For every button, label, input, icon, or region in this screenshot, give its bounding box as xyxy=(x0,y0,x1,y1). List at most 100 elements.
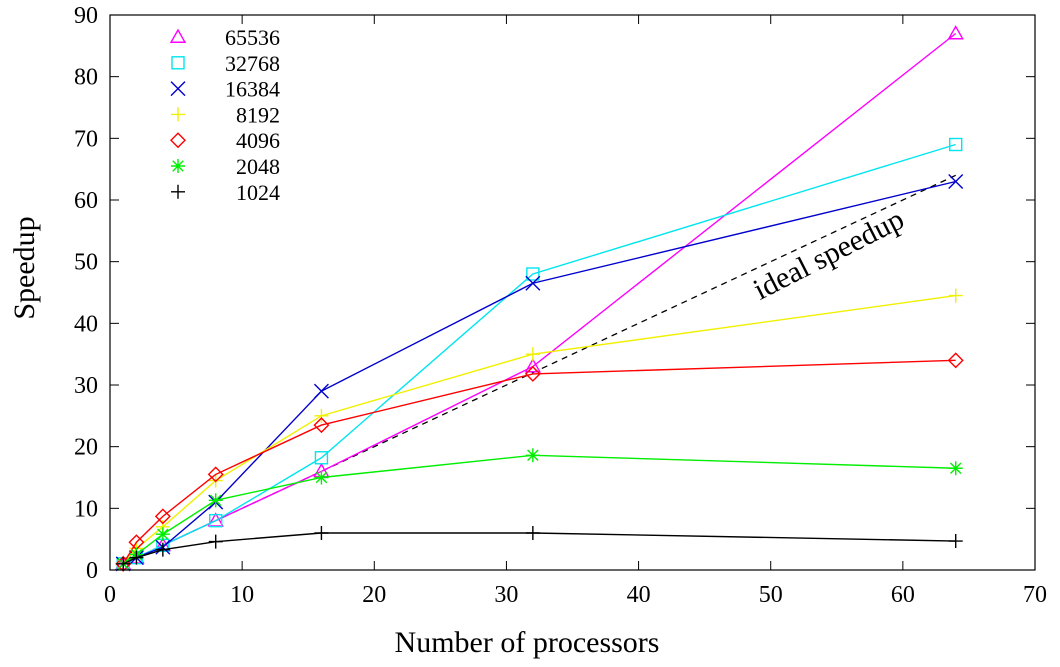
y-tick-label: 30 xyxy=(74,373,98,399)
legend-label-16384: 16384 xyxy=(225,77,280,102)
legend-marker-1024 xyxy=(171,184,185,199)
legend-marker-65536-shape xyxy=(169,28,187,43)
series-line-4096 xyxy=(122,359,956,565)
data-point-1024 xyxy=(208,534,223,549)
legend-marker-16384-shape xyxy=(170,81,186,97)
data-point-2048 xyxy=(208,493,223,508)
x-tick-label: 40 xyxy=(627,582,651,608)
data-point-8192-shape xyxy=(948,288,963,303)
x-tick-label: 20 xyxy=(362,582,386,608)
y-tick-label: 80 xyxy=(74,65,98,91)
data-point-1024-shape xyxy=(129,550,144,565)
data-point-8192 xyxy=(948,288,963,303)
legend-marker-8192 xyxy=(171,107,185,122)
x-tick-label: 10 xyxy=(230,582,254,608)
data-point-16384 xyxy=(525,275,541,291)
legend-marker-2048 xyxy=(171,159,185,173)
data-point-16384 xyxy=(313,383,329,399)
legend-label-2048: 2048 xyxy=(236,154,280,179)
y-tick-label: 50 xyxy=(74,250,98,276)
legend-label-65536: 65536 xyxy=(225,25,280,50)
data-point-4096-shape xyxy=(524,365,541,382)
data-point-2048-shape xyxy=(525,448,540,463)
data-point-1024 xyxy=(948,534,963,549)
y-tick-label: 10 xyxy=(74,496,98,522)
legend-marker-8192-shape xyxy=(171,107,185,122)
data-point-4096 xyxy=(207,466,224,483)
legend-marker-4096 xyxy=(170,132,186,149)
data-point-16384-shape xyxy=(948,174,964,189)
x-tick-label: 0 xyxy=(104,582,116,608)
data-point-4096 xyxy=(313,417,330,434)
data-point-1024 xyxy=(155,542,170,557)
plot-area xyxy=(115,25,964,572)
legend-label-1024: 1024 xyxy=(236,180,280,205)
data-point-8192 xyxy=(314,408,329,423)
data-point-32768 xyxy=(949,137,963,152)
legend-marker-4096-shape xyxy=(170,132,186,149)
legend-label-32768: 32768 xyxy=(225,51,280,76)
data-point-32768-shape xyxy=(526,267,540,281)
data-point-1024-shape xyxy=(208,534,223,549)
data-point-32768 xyxy=(209,513,223,528)
data-point-2048-shape xyxy=(314,470,329,485)
data-point-16384-shape xyxy=(313,383,329,399)
data-point-1024 xyxy=(129,550,144,565)
data-point-2048 xyxy=(155,527,170,542)
data-point-1024-shape xyxy=(155,542,170,557)
y-tick-label: 60 xyxy=(74,188,98,214)
y-tick-label: 20 xyxy=(74,435,98,461)
data-point-65536 xyxy=(947,25,964,40)
y-tick-label: 0 xyxy=(86,558,98,584)
data-point-4096 xyxy=(524,365,541,382)
data-point-65536-shape xyxy=(947,25,964,40)
data-point-2048-shape xyxy=(208,493,223,508)
legend-marker-2048-shape xyxy=(171,159,185,173)
data-point-32768 xyxy=(314,451,329,465)
data-point-65536 xyxy=(524,358,542,373)
data-point-1024 xyxy=(116,556,131,571)
data-point-1024-shape xyxy=(525,526,540,540)
y-tick-label: 90 xyxy=(74,3,98,29)
data-point-16384 xyxy=(948,174,964,189)
data-point-2048 xyxy=(525,448,540,463)
x-tick-label: 60 xyxy=(891,582,915,608)
legend-label-8192: 8192 xyxy=(236,102,280,127)
data-point-1024 xyxy=(314,526,329,540)
axes: 0 10 20 30 40 50 60 70 0 10 20 30 40 50 60 70 80 90 xyxy=(74,3,1047,608)
legend-marker-65536 xyxy=(169,28,187,43)
data-point-8192-shape xyxy=(314,408,329,423)
x-tick-label: 50 xyxy=(759,582,783,608)
data-point-32768 xyxy=(526,267,540,281)
legend-marker-32768 xyxy=(171,56,185,70)
data-point-8192 xyxy=(525,347,540,362)
data-point-32768-shape xyxy=(209,513,223,528)
data-point-4096-shape xyxy=(154,508,171,525)
data-point-4096-shape xyxy=(207,466,224,483)
legend-label-4096: 4096 xyxy=(236,128,280,153)
data-point-16384-shape xyxy=(525,275,541,291)
data-point-32768-shape xyxy=(949,137,963,152)
data-point-2048-shape xyxy=(948,461,963,476)
data-point-2048-shape xyxy=(155,527,170,542)
x-tick-label: 30 xyxy=(494,582,518,608)
legend-marker-1024-shape xyxy=(171,184,185,199)
data-point-4096 xyxy=(947,352,964,369)
legend-marker-16384 xyxy=(170,81,186,97)
data-point-4096-shape xyxy=(947,352,964,369)
data-point-32768-shape xyxy=(314,451,329,465)
data-point-2048 xyxy=(948,461,963,476)
legend-marker-32768-shape xyxy=(171,56,185,70)
data-point-1024-shape xyxy=(116,556,131,571)
data-point-65536-shape xyxy=(524,358,542,373)
data-point-4096 xyxy=(154,508,171,525)
y-tick-label: 40 xyxy=(74,311,98,337)
plot-frame xyxy=(109,14,1036,571)
series-1024 xyxy=(116,526,963,571)
y-axis-title: Speedup xyxy=(8,216,41,319)
x-tick-label: 70 xyxy=(1023,582,1047,608)
x-axis-title: Number of processors xyxy=(395,626,660,659)
